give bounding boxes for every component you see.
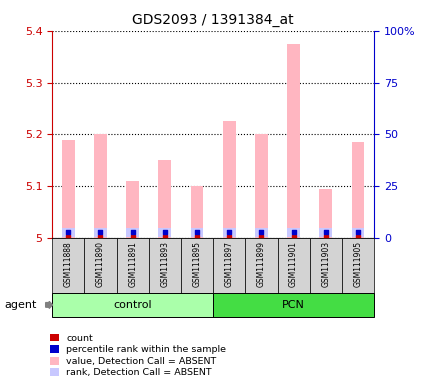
Bar xyxy=(190,186,203,238)
Point xyxy=(354,233,361,240)
Point xyxy=(354,229,361,235)
Bar xyxy=(286,44,299,238)
Text: agent: agent xyxy=(4,300,36,310)
Point xyxy=(65,229,72,235)
Bar xyxy=(277,238,309,294)
Point xyxy=(193,229,200,235)
Bar xyxy=(126,181,139,238)
Bar xyxy=(62,140,75,238)
Bar xyxy=(309,238,341,294)
Bar xyxy=(190,228,203,237)
Bar xyxy=(254,228,267,237)
Text: GSM111905: GSM111905 xyxy=(353,241,362,287)
Point xyxy=(289,233,296,240)
Bar xyxy=(222,121,235,238)
Bar xyxy=(158,228,171,237)
Point xyxy=(289,229,296,235)
Text: GSM111888: GSM111888 xyxy=(64,241,72,286)
Point xyxy=(225,233,232,240)
Point xyxy=(322,229,329,235)
Bar xyxy=(213,293,373,317)
Text: GSM111903: GSM111903 xyxy=(321,241,329,287)
Title: GDS2093 / 1391384_at: GDS2093 / 1391384_at xyxy=(132,13,293,27)
Bar xyxy=(158,161,171,238)
Bar xyxy=(245,238,277,294)
Bar xyxy=(94,134,107,238)
Legend: count, percentile rank within the sample, value, Detection Call = ABSENT, rank, : count, percentile rank within the sample… xyxy=(48,332,227,379)
Bar xyxy=(116,238,148,294)
Point xyxy=(97,233,104,240)
Bar xyxy=(94,228,107,237)
Bar xyxy=(319,189,332,238)
Point xyxy=(161,233,168,240)
Point xyxy=(257,233,264,240)
Bar xyxy=(222,228,235,237)
Text: control: control xyxy=(113,300,151,310)
Point xyxy=(129,233,136,240)
Text: GSM111890: GSM111890 xyxy=(96,241,105,287)
Point xyxy=(65,233,72,240)
Text: GSM111901: GSM111901 xyxy=(289,241,297,287)
Bar xyxy=(213,238,245,294)
Bar xyxy=(148,238,181,294)
Point xyxy=(129,229,136,235)
Bar xyxy=(286,228,299,237)
Bar xyxy=(84,238,116,294)
Point xyxy=(225,229,232,235)
Bar xyxy=(126,228,139,237)
Text: GSM111895: GSM111895 xyxy=(192,241,201,287)
Bar xyxy=(254,134,267,238)
Text: GSM111891: GSM111891 xyxy=(128,241,137,287)
Bar xyxy=(319,228,332,237)
Bar xyxy=(351,142,364,238)
Text: GSM111893: GSM111893 xyxy=(160,241,169,287)
Text: GSM111897: GSM111897 xyxy=(224,241,233,287)
Point xyxy=(193,233,200,240)
Bar xyxy=(341,238,373,294)
Point xyxy=(97,229,104,235)
Point xyxy=(257,229,264,235)
Bar xyxy=(52,238,84,294)
Bar xyxy=(351,228,364,237)
Point xyxy=(322,233,329,240)
Bar xyxy=(62,228,75,237)
Text: PCN: PCN xyxy=(282,300,304,310)
Bar xyxy=(181,238,213,294)
Bar xyxy=(52,293,213,317)
Text: GSM111899: GSM111899 xyxy=(256,241,265,287)
Point xyxy=(161,229,168,235)
